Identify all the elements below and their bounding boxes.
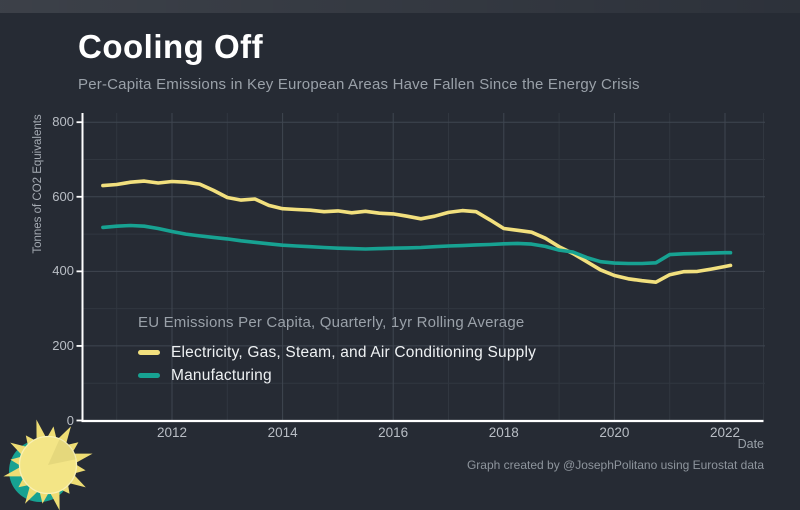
electricity-line-swatch (138, 350, 160, 355)
chart-subtitle: Per-Capita Emissions in Key European Are… (78, 76, 640, 93)
y-tick-label: 200 (52, 337, 74, 353)
x-tick-label: 2020 (599, 425, 630, 440)
y-tick-label: 0 (66, 412, 74, 428)
top-edge-highlight (0, 0, 800, 13)
x-tick-label: 2014 (267, 425, 298, 440)
legend-label: Manufacturing (171, 366, 272, 384)
x-tick-label: 2012 (156, 425, 188, 440)
chart-title: Cooling Off (78, 28, 264, 65)
attribution-caption: Graph created by @JosephPolitano using E… (466, 458, 764, 472)
legend-item-electricity: Electricity, Gas, Steam, and Air Conditi… (138, 341, 536, 364)
x-tick-label: 2022 (709, 425, 741, 440)
x-tick-label: 2016 (378, 425, 409, 440)
y-tick-label: 800 (52, 114, 74, 130)
y-tick-label: 600 (52, 188, 74, 204)
manufacturing-line-swatch (138, 373, 160, 378)
legend: EU Emissions Per Capita, Quarterly, 1yr … (138, 314, 536, 387)
x-tick-label: 2018 (488, 425, 519, 440)
x-axis-title: Date (737, 437, 764, 451)
legend-title: EU Emissions Per Capita, Quarterly, 1yr … (138, 314, 525, 331)
y-tick-label: 400 (52, 263, 74, 279)
sun-icon (3, 419, 93, 510)
legend-label: Electricity, Gas, Steam, and Air Conditi… (171, 343, 537, 361)
legend-item-manufacturing: Manufacturing (138, 364, 536, 387)
